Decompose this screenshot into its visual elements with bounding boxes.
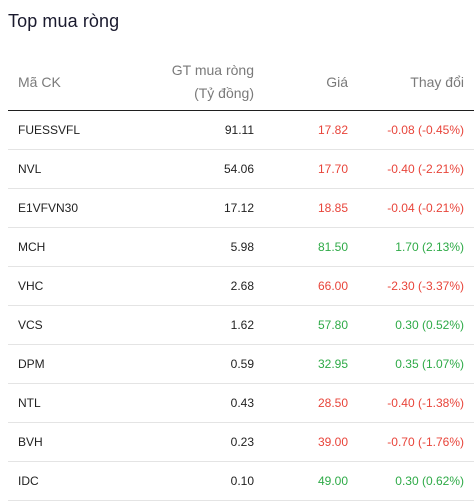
price-cell: 18.85 xyxy=(258,188,352,228)
column-header-change[interactable]: Thay đổi xyxy=(352,54,474,111)
change-cell: -0.40 (-2.21%) xyxy=(352,149,474,189)
widget-title: Top mua ròng xyxy=(8,11,120,31)
net-value-cell: 0.10 xyxy=(128,461,258,501)
change-cell: -0.08 (-0.45%) xyxy=(352,110,474,150)
net-value-cell: 2.68 xyxy=(128,266,258,306)
price-cell: 17.70 xyxy=(258,149,352,189)
net-buy-table: Mã CK GT mua ròng (Tỷ đồng) Giá Thay đổi… xyxy=(8,54,474,501)
net-value-cell: 54.06 xyxy=(128,149,258,189)
symbol-cell[interactable]: FUESSVFL xyxy=(8,110,128,150)
change-cell: -0.04 (-0.21%) xyxy=(352,188,474,228)
table-row[interactable]: BVH 0.23 39.00 -0.70 (-1.76%) xyxy=(8,422,474,462)
table-row[interactable]: FUESSVFL 91.11 17.82 -0.08 (-0.45%) xyxy=(8,110,474,150)
price-cell: 66.00 xyxy=(258,266,352,306)
column-header-net-value-line2: (Tỷ đồng) xyxy=(194,85,254,101)
change-cell: -0.40 (-1.38%) xyxy=(352,383,474,423)
table-row[interactable]: VHC 2.68 66.00 -2.30 (-3.37%) xyxy=(8,266,474,306)
table-row[interactable]: DPM 0.59 32.95 0.35 (1.07%) xyxy=(8,344,474,384)
change-cell: 1.70 (2.13%) xyxy=(352,227,474,267)
change-cell: -0.70 (-1.76%) xyxy=(352,422,474,462)
symbol-cell[interactable]: MCH xyxy=(8,227,128,267)
table-row[interactable]: E1VFVN30 17.12 18.85 -0.04 (-0.21%) xyxy=(8,188,474,228)
price-cell: 81.50 xyxy=(258,227,352,267)
symbol-cell[interactable]: VHC xyxy=(8,266,128,306)
column-header-symbol[interactable]: Mã CK xyxy=(8,54,128,111)
net-value-cell: 0.43 xyxy=(128,383,258,423)
price-cell: 28.50 xyxy=(258,383,352,423)
price-cell: 39.00 xyxy=(258,422,352,462)
table-row[interactable]: VCS 1.62 57.80 0.30 (0.52%) xyxy=(8,305,474,345)
symbol-cell[interactable]: BVH xyxy=(8,422,128,462)
price-cell: 49.00 xyxy=(258,461,352,501)
net-value-cell: 0.23 xyxy=(128,422,258,462)
change-cell: 0.30 (0.52%) xyxy=(352,305,474,345)
table-header-row: Mã CK GT mua ròng (Tỷ đồng) Giá Thay đổi xyxy=(8,54,474,111)
change-cell: 0.30 (0.62%) xyxy=(352,461,474,501)
symbol-cell[interactable]: IDC xyxy=(8,461,128,501)
symbol-cell[interactable]: DPM xyxy=(8,344,128,384)
table-row[interactable]: IDC 0.10 49.00 0.30 (0.62%) xyxy=(8,461,474,501)
symbol-cell[interactable]: NTL xyxy=(8,383,128,423)
price-cell: 17.82 xyxy=(258,110,352,150)
symbol-cell[interactable]: VCS xyxy=(8,305,128,345)
column-header-net-value-line1: GT mua ròng xyxy=(171,62,254,78)
change-cell: 0.35 (1.07%) xyxy=(352,344,474,384)
column-header-net-value[interactable]: GT mua ròng (Tỷ đồng) xyxy=(128,54,258,111)
symbol-cell[interactable]: E1VFVN30 xyxy=(8,188,128,228)
table-row[interactable]: NTL 0.43 28.50 -0.40 (-1.38%) xyxy=(8,383,474,423)
net-value-cell: 0.59 xyxy=(128,344,258,384)
table-row[interactable]: MCH 5.98 81.50 1.70 (2.13%) xyxy=(8,227,474,267)
change-cell: -2.30 (-3.37%) xyxy=(352,266,474,306)
price-cell: 32.95 xyxy=(258,344,352,384)
symbol-cell[interactable]: NVL xyxy=(8,149,128,189)
net-value-cell: 5.98 xyxy=(128,227,258,267)
table-row[interactable]: NVL 54.06 17.70 -0.40 (-2.21%) xyxy=(8,149,474,189)
column-header-price[interactable]: Giá xyxy=(258,54,352,111)
net-value-cell: 17.12 xyxy=(128,188,258,228)
net-value-cell: 1.62 xyxy=(128,305,258,345)
net-value-cell: 91.11 xyxy=(128,110,258,150)
table-body: FUESSVFL 91.11 17.82 -0.08 (-0.45%) NVL 54.06… xyxy=(8,110,474,501)
price-cell: 57.80 xyxy=(258,305,352,345)
